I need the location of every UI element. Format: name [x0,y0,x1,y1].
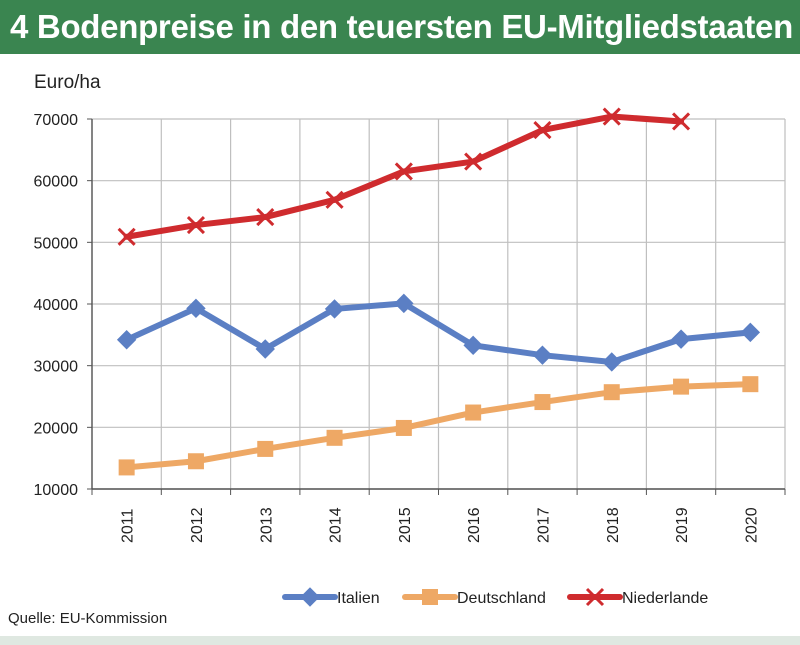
data-point-deutschland-2015 [395,419,412,436]
y-tick-label: 60000 [34,174,79,191]
source-note: Quelle: EU-Kommission [8,610,168,627]
data-point-deutschland-2016 [465,404,482,421]
data-point-niederlande-2019 [671,112,691,131]
x-tick-label: 2013 [258,507,275,543]
data-point-niederlande-2013 [256,207,275,227]
grid-layer [91,118,786,490]
x-tick-label: 2015 [397,507,414,543]
data-point-italien-2018 [602,352,622,372]
data-point-niederlande-2011 [117,227,136,246]
series-line-italien [123,300,754,365]
x-tick-label: 2019 [674,507,691,543]
y-tick-label: 40000 [34,297,79,314]
x-tick-label: 2020 [743,507,760,543]
data-point-deutschland-2020 [742,376,759,393]
legend-label-deutschland: Deutschland [457,590,546,607]
legend-marker-deutschland [422,589,438,605]
data-point-italien-2011 [116,330,137,350]
title-bar: 4 Bodenpreise in den teuersten EU-Mitgli… [0,0,800,54]
data-point-niederlande-2017 [533,121,552,140]
x-tick-label: 2017 [535,507,552,543]
data-point-deutschland-2019 [673,378,690,395]
data-point-deutschland-2011 [118,459,135,476]
data-point-italien-2017 [532,345,553,365]
y-tick-label: 30000 [34,359,79,376]
x-tick-label: 2018 [605,507,622,543]
y-tick-label: 50000 [34,235,79,252]
data-point-italien-2019 [671,329,691,349]
x-tick-label: 2012 [189,507,206,543]
data-point-niederlande-2014 [325,190,344,209]
legend-marker-italien [300,587,320,607]
data-point-deutschland-2014 [326,429,343,446]
bottom-band [0,636,800,645]
data-point-niederlande-2015 [394,162,413,181]
y-tick-label: 70000 [34,112,79,129]
y-tick-label: 10000 [34,482,79,499]
data-point-deutschland-2017 [534,394,551,411]
series-layer [116,107,761,476]
data-point-italien-2015 [394,293,414,314]
data-point-niederlande-2018 [602,107,621,126]
data-point-italien-2016 [463,335,483,356]
data-point-italien-2020 [740,322,761,343]
line-chart: Euro/ha 10000 20000 30000 40000 50000 60000 70… [34,72,786,607]
y-tick-label: 20000 [34,420,79,437]
data-point-deutschland-2012 [187,453,204,470]
legend-label-niederlande: Niederlande [622,590,708,607]
data-point-italien-2013 [255,339,275,359]
data-point-niederlande-2016 [464,152,483,171]
data-point-deutschland-2018 [603,384,620,401]
series-line-deutschland [123,381,754,471]
data-point-italien-2014 [324,299,345,319]
legend-marker-niederlande [585,587,605,607]
legend: Italien Deutschland Niederlande [282,587,708,607]
x-tick-label: 2011 [120,508,137,543]
data-point-niederlande-2012 [186,216,206,235]
data-point-italien-2012 [186,298,206,319]
data-point-deutschland-2013 [257,440,274,457]
x-tick-label: 2016 [466,507,483,543]
axis-layer: 10000 20000 30000 40000 50000 60000 70000 2011 2… [34,112,786,543]
chart-title: 4 Bodenpreise in den teuersten EU-Mitgli… [10,8,793,45]
series-line-niederlande [123,113,685,240]
y-axis-label: Euro/ha [34,72,101,93]
x-tick-label: 2014 [328,507,345,543]
legend-label-italien: Italien [337,590,380,607]
